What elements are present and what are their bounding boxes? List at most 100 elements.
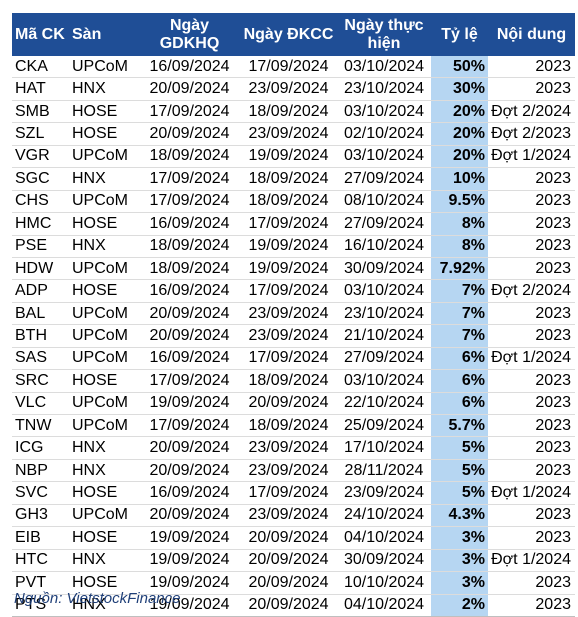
header-record-date: Ngày ĐKCC	[240, 13, 337, 56]
table-row: PSE HNX 18/09/2024 19/09/2024 16/10/2024 8% 20…	[12, 235, 575, 258]
cell-rate: 20%	[431, 100, 488, 124]
cell-ex-date: 16/09/2024	[139, 56, 240, 79]
cell-ticker: BTH	[12, 324, 67, 348]
cell-content: Đợt 1/2024	[488, 549, 575, 573]
cell-content: 2023	[488, 212, 575, 236]
cell-ticker: SVC	[12, 481, 67, 505]
cell-pay-date: 16/10/2024	[337, 235, 431, 258]
cell-exchange: HNX	[67, 235, 139, 258]
cell-content: Đợt 2/2024	[488, 100, 575, 124]
cell-content: 2023	[488, 594, 575, 617]
cell-ticker: HTC	[12, 549, 67, 573]
cell-record-date: 17/09/2024	[240, 56, 337, 79]
cell-ticker: BAL	[12, 302, 67, 326]
cell-pay-date: 30/09/2024	[337, 549, 431, 573]
cell-content: 2023	[488, 190, 575, 214]
cell-ex-date: 19/09/2024	[139, 549, 240, 573]
cell-rate: 7%	[431, 324, 488, 348]
cell-rate: 20%	[431, 122, 488, 146]
table-row: NBP HNX 20/09/2024 23/09/2024 28/11/2024 5% 20…	[12, 459, 575, 483]
cell-pay-date: 28/11/2024	[337, 459, 431, 483]
cell-record-date: 23/09/2024	[240, 302, 337, 326]
cell-content: 2023	[488, 526, 575, 550]
cell-pay-date: 30/09/2024	[337, 257, 431, 281]
cell-ticker: CHS	[12, 190, 67, 214]
cell-content: Đợt 1/2024	[488, 145, 575, 169]
cell-record-date: 18/09/2024	[240, 414, 337, 438]
cell-record-date: 19/09/2024	[240, 257, 337, 281]
cell-record-date: 20/09/2024	[240, 526, 337, 550]
header-pay-date: Ngày thực hiện	[337, 13, 431, 56]
cell-ex-date: 20/09/2024	[139, 77, 240, 101]
cell-content: 2023	[488, 369, 575, 393]
cell-record-date: 23/09/2024	[240, 459, 337, 483]
table-row: CHS UPCoM 17/09/2024 18/09/2024 08/10/2024 9.…	[12, 190, 575, 214]
cell-rate: 3%	[431, 571, 488, 595]
cell-ex-date: 18/09/2024	[139, 257, 240, 281]
table-row: VLC UPCoM 19/09/2024 20/09/2024 22/10/2024 6%…	[12, 392, 575, 416]
cell-pay-date: 21/10/2024	[337, 324, 431, 348]
table-row: CKA UPCoM 16/09/2024 17/09/2024 03/10/2024 50…	[12, 56, 575, 79]
cell-ticker: EIB	[12, 526, 67, 550]
cell-ticker: PVT	[12, 571, 67, 595]
cell-record-date: 18/09/2024	[240, 167, 337, 191]
cell-record-date: 18/09/2024	[240, 190, 337, 214]
cell-content: 2023	[488, 436, 575, 460]
table-row: SMB HOSE 17/09/2024 18/09/2024 03/10/2024 20%…	[12, 100, 575, 124]
cell-exchange: UPCoM	[67, 414, 139, 438]
cell-record-date: 17/09/2024	[240, 481, 337, 505]
cell-content: 2023	[488, 414, 575, 438]
cell-content: Đợt 2/2023	[488, 122, 575, 146]
cell-content: 2023	[488, 235, 575, 258]
cell-ex-date: 17/09/2024	[139, 369, 240, 393]
cell-exchange: UPCoM	[67, 257, 139, 281]
cell-record-date: 23/09/2024	[240, 77, 337, 101]
cell-rate: 3%	[431, 526, 488, 550]
cell-ex-date: 16/09/2024	[139, 481, 240, 505]
cell-ex-date: 18/09/2024	[139, 235, 240, 258]
table-body: CKA UPCoM 16/09/2024 17/09/2024 03/10/2024 50…	[12, 56, 575, 617]
cell-exchange: HOSE	[67, 100, 139, 124]
cell-record-date: 18/09/2024	[240, 369, 337, 393]
cell-record-date: 17/09/2024	[240, 347, 337, 371]
cell-ticker: VGR	[12, 145, 67, 169]
cell-exchange: UPCoM	[67, 302, 139, 326]
cell-content: Đợt 2/2024	[488, 279, 575, 303]
cell-exchange: HOSE	[67, 369, 139, 393]
cell-ticker: HAT	[12, 77, 67, 101]
cell-record-date: 23/09/2024	[240, 504, 337, 528]
cell-record-date: 20/09/2024	[240, 571, 337, 595]
cell-rate: 9.5%	[431, 190, 488, 214]
cell-exchange: UPCoM	[67, 190, 139, 214]
cell-exchange: HOSE	[67, 212, 139, 236]
cell-exchange: HNX	[67, 459, 139, 483]
cell-ticker: PSE	[12, 235, 67, 258]
cell-rate: 30%	[431, 77, 488, 101]
cell-exchange: UPCoM	[67, 324, 139, 348]
cell-exchange: HOSE	[67, 122, 139, 146]
cell-record-date: 20/09/2024	[240, 549, 337, 573]
cell-ex-date: 19/09/2024	[139, 392, 240, 416]
cell-ex-date: 16/09/2024	[139, 279, 240, 303]
cell-ex-date: 16/09/2024	[139, 347, 240, 371]
cell-pay-date: 03/10/2024	[337, 279, 431, 303]
cell-record-date: 18/09/2024	[240, 100, 337, 124]
cell-exchange: HNX	[67, 436, 139, 460]
cell-content: 2023	[488, 167, 575, 191]
cell-rate: 2%	[431, 594, 488, 617]
cell-ex-date: 18/09/2024	[139, 145, 240, 169]
cell-ticker: HMC	[12, 212, 67, 236]
table-row: VGR UPCoM 18/09/2024 19/09/2024 03/10/2024 20…	[12, 145, 575, 169]
cell-rate: 8%	[431, 212, 488, 236]
cell-pay-date: 04/10/2024	[337, 594, 431, 617]
cell-pay-date: 03/10/2024	[337, 145, 431, 169]
cell-ex-date: 20/09/2024	[139, 324, 240, 348]
cell-ex-date: 17/09/2024	[139, 100, 240, 124]
cell-pay-date: 02/10/2024	[337, 122, 431, 146]
cell-ticker: SAS	[12, 347, 67, 371]
cell-pay-date: 27/09/2024	[337, 347, 431, 371]
cell-ex-date: 19/09/2024	[139, 571, 240, 595]
cell-ticker: SRC	[12, 369, 67, 393]
cell-exchange: UPCoM	[67, 56, 139, 79]
cell-ex-date: 17/09/2024	[139, 190, 240, 214]
